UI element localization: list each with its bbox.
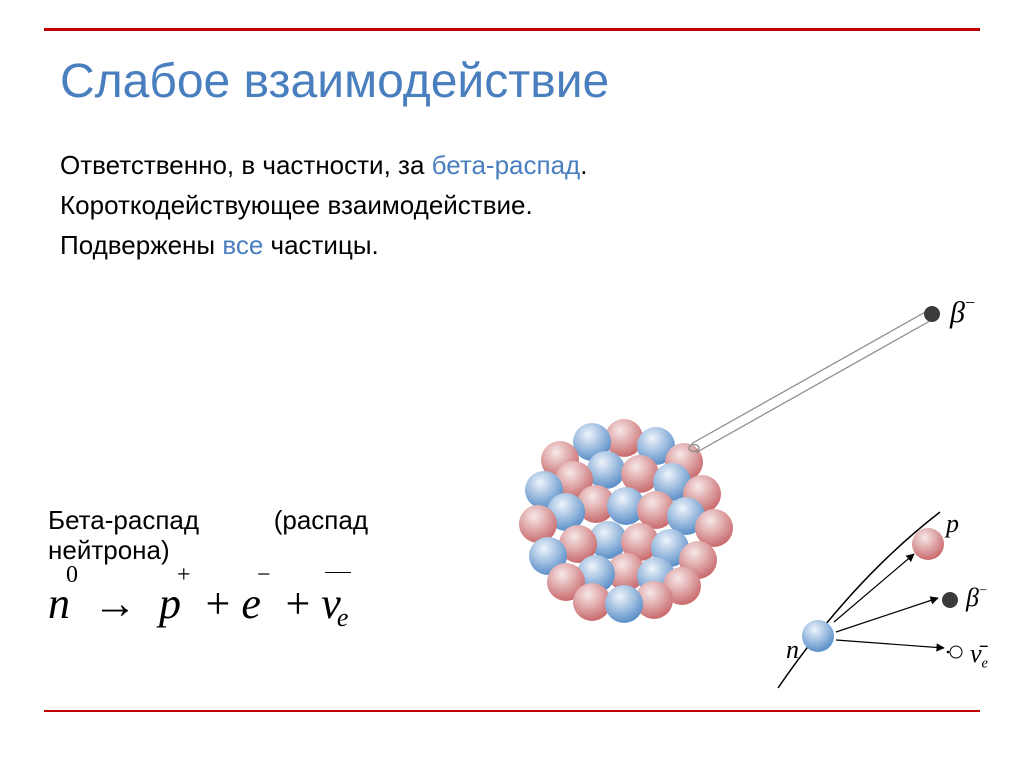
decay-formula: n0 → p+ + e− + νe <box>48 578 352 629</box>
text: Ответственно, в частности, за <box>60 150 432 180</box>
top-rule <box>44 28 980 31</box>
caption-pre: Бета-распад <box>48 505 199 535</box>
decay-arrow <box>836 598 938 632</box>
beta-decay-diagram: β− n p β− ν̄e <box>380 280 1020 720</box>
text: . <box>580 150 587 180</box>
arrow-icon: → <box>93 579 137 628</box>
inset-neutron <box>802 620 834 652</box>
body-line-1: Ответственно, в частности, за бета-распа… <box>60 146 587 185</box>
highlight-all: все <box>222 230 263 260</box>
label-antinu: ν̄e <box>970 639 989 672</box>
decay-arrow <box>836 640 944 648</box>
decay-arrow <box>834 554 914 622</box>
highlight-beta-decay: бета-распад <box>432 150 581 180</box>
dot-icon <box>947 651 950 654</box>
page-title: Слабое взаимодействие <box>60 54 609 109</box>
sup-minus: − <box>257 562 271 588</box>
beta-track <box>696 318 934 452</box>
label-beta: β− <box>965 582 987 612</box>
plus-1: + <box>206 579 231 628</box>
body-line-2: Короткодействующее взаимодействие. <box>60 186 533 225</box>
beta-label: β− <box>949 293 975 330</box>
neutron-sphere <box>605 585 643 623</box>
label-p: p <box>944 509 959 538</box>
inset-proton <box>912 528 944 560</box>
label-n: n <box>786 635 799 664</box>
sup-zero: 0 <box>66 562 78 588</box>
body-line-3: Подвержены все частицы. <box>60 226 379 265</box>
beta-track <box>692 310 930 444</box>
inset-beta <box>942 592 958 608</box>
slide: Слабое взаимодействие Ответственно, в ча… <box>0 0 1024 768</box>
formula-caption: Бета-распад (распад нейтрона) <box>48 506 368 566</box>
plus-2: + <box>285 579 310 628</box>
sup-plus: + <box>177 562 191 588</box>
caption-mid: (распад <box>274 505 368 535</box>
sub-e: e <box>337 603 349 632</box>
antineutrino-bar <box>325 572 351 573</box>
inset-antineutrino <box>950 646 962 658</box>
beta-particle <box>924 306 940 322</box>
text: Подвержены <box>60 230 222 260</box>
text: частицы. <box>263 230 378 260</box>
proton-sphere <box>605 419 643 457</box>
